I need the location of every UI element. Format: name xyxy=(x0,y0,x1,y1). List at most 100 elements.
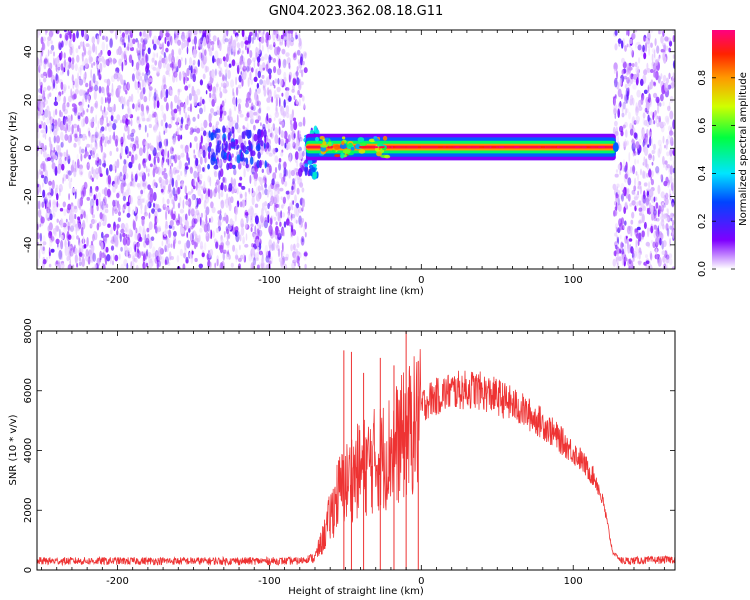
heatmap-cell xyxy=(184,57,187,66)
heatmap-cell xyxy=(263,219,269,229)
y-tick-label: 8000 xyxy=(23,318,34,343)
heatmap-cell xyxy=(147,201,152,209)
heatmap-cell xyxy=(618,218,623,227)
heatmap-cell xyxy=(632,124,634,129)
heatmap-cell xyxy=(360,146,364,149)
heatmap-cell xyxy=(258,64,263,73)
heatmap-cell xyxy=(143,211,148,217)
heatmap-cell xyxy=(655,202,659,209)
heatmap-cell xyxy=(51,162,56,170)
heatmap-cell xyxy=(455,146,460,149)
heatmap-cell xyxy=(228,202,232,212)
heatmap-cell xyxy=(177,95,180,103)
heatmap-cell xyxy=(145,80,150,85)
heatmap-cell xyxy=(61,90,64,95)
heatmap-cell xyxy=(121,39,124,46)
heatmap-cell xyxy=(166,198,170,205)
heatmap-cell xyxy=(624,138,627,147)
heatmap-cell xyxy=(99,173,103,178)
heatmap-cell xyxy=(88,86,93,93)
heatmap-cell xyxy=(100,128,102,133)
heatmap-cell xyxy=(40,54,43,64)
heatmap-cell xyxy=(103,204,106,215)
heatmap-cell xyxy=(176,118,178,127)
heatmap-cell xyxy=(256,109,260,117)
heatmap-cell xyxy=(276,33,279,39)
heatmap-cell xyxy=(162,74,166,84)
heatmap-cell xyxy=(137,195,142,201)
heatmap-cell xyxy=(42,259,47,265)
heatmap-cell xyxy=(280,34,284,40)
heatmap-cell xyxy=(161,111,165,118)
heatmap-cell xyxy=(180,171,183,176)
heatmap-cell xyxy=(208,130,211,138)
heatmap-cell xyxy=(231,59,236,67)
heatmap-cell xyxy=(612,96,616,106)
heatmap-cell xyxy=(59,109,62,118)
heatmap-cell xyxy=(86,213,88,224)
heatmap-cell xyxy=(556,146,560,149)
heatmap-cell xyxy=(186,117,191,127)
heatmap-cell xyxy=(278,203,281,210)
heatmap-cell xyxy=(273,116,276,122)
heatmap-cell xyxy=(135,103,138,112)
heatmap-cell xyxy=(207,163,211,170)
heatmap-cell xyxy=(172,138,176,145)
snr-ylabel: SNR (10 * v/v) xyxy=(8,414,19,485)
heatmap-cell xyxy=(168,229,172,238)
heatmap-cell xyxy=(242,145,247,154)
heatmap-cell xyxy=(42,127,46,136)
heatmap-cell xyxy=(57,117,61,128)
heatmap-cell xyxy=(100,96,104,105)
heatmap-cell xyxy=(301,238,304,243)
snr-series-line xyxy=(37,349,675,567)
heatmap-cell xyxy=(188,209,191,216)
heatmap-cell xyxy=(652,111,655,121)
heatmap-cell xyxy=(227,46,231,56)
heatmap-cell xyxy=(624,121,628,128)
heatmap-cell xyxy=(633,196,639,201)
heatmap-cell xyxy=(671,202,675,208)
heatmap-cell xyxy=(647,67,651,74)
heatmap-cell xyxy=(643,37,646,42)
heatmap-cell xyxy=(62,125,66,131)
heatmap-cell xyxy=(636,41,641,46)
heatmap-cell xyxy=(283,130,288,140)
heatmap-cell xyxy=(633,132,638,139)
heatmap-cell xyxy=(197,114,200,119)
heatmap-cell xyxy=(250,78,254,85)
heatmap-cell xyxy=(646,207,649,215)
heatmap-cell xyxy=(73,107,78,116)
heatmap-cell xyxy=(198,101,202,107)
heatmap-cell xyxy=(281,92,284,97)
heatmap-cell xyxy=(165,245,169,253)
heatmap-cell xyxy=(172,213,176,221)
heatmap-cell xyxy=(146,249,149,257)
heatmap-cell xyxy=(132,156,136,164)
heatmap-cell xyxy=(208,80,212,86)
heatmap-cell xyxy=(650,252,653,261)
heatmap-cell xyxy=(637,222,641,228)
heatmap-cell xyxy=(169,89,173,97)
heatmap-cell xyxy=(49,239,53,248)
heatmap-cell xyxy=(382,135,388,141)
heatmap-cell xyxy=(76,227,80,232)
heatmap-cell xyxy=(665,141,668,150)
heatmap-cell xyxy=(295,99,299,105)
heatmap-cell xyxy=(225,81,229,88)
heatmap-cell xyxy=(81,257,85,268)
colorbar-label: Normalized spectral amplitude xyxy=(738,72,749,226)
heatmap-cell xyxy=(95,132,99,142)
heatmap-cell xyxy=(148,221,153,231)
heatmap-cell xyxy=(260,56,265,62)
heatmap-cell xyxy=(207,251,211,259)
heatmap-cell xyxy=(163,174,168,179)
heatmap-cell xyxy=(184,111,188,119)
heatmap-cell xyxy=(277,186,280,195)
heatmap-cell xyxy=(189,103,193,113)
heatmap-cell xyxy=(339,143,347,149)
heatmap-cell xyxy=(208,141,212,148)
heatmap-cell xyxy=(94,131,99,139)
heatmap-cell xyxy=(84,58,89,68)
